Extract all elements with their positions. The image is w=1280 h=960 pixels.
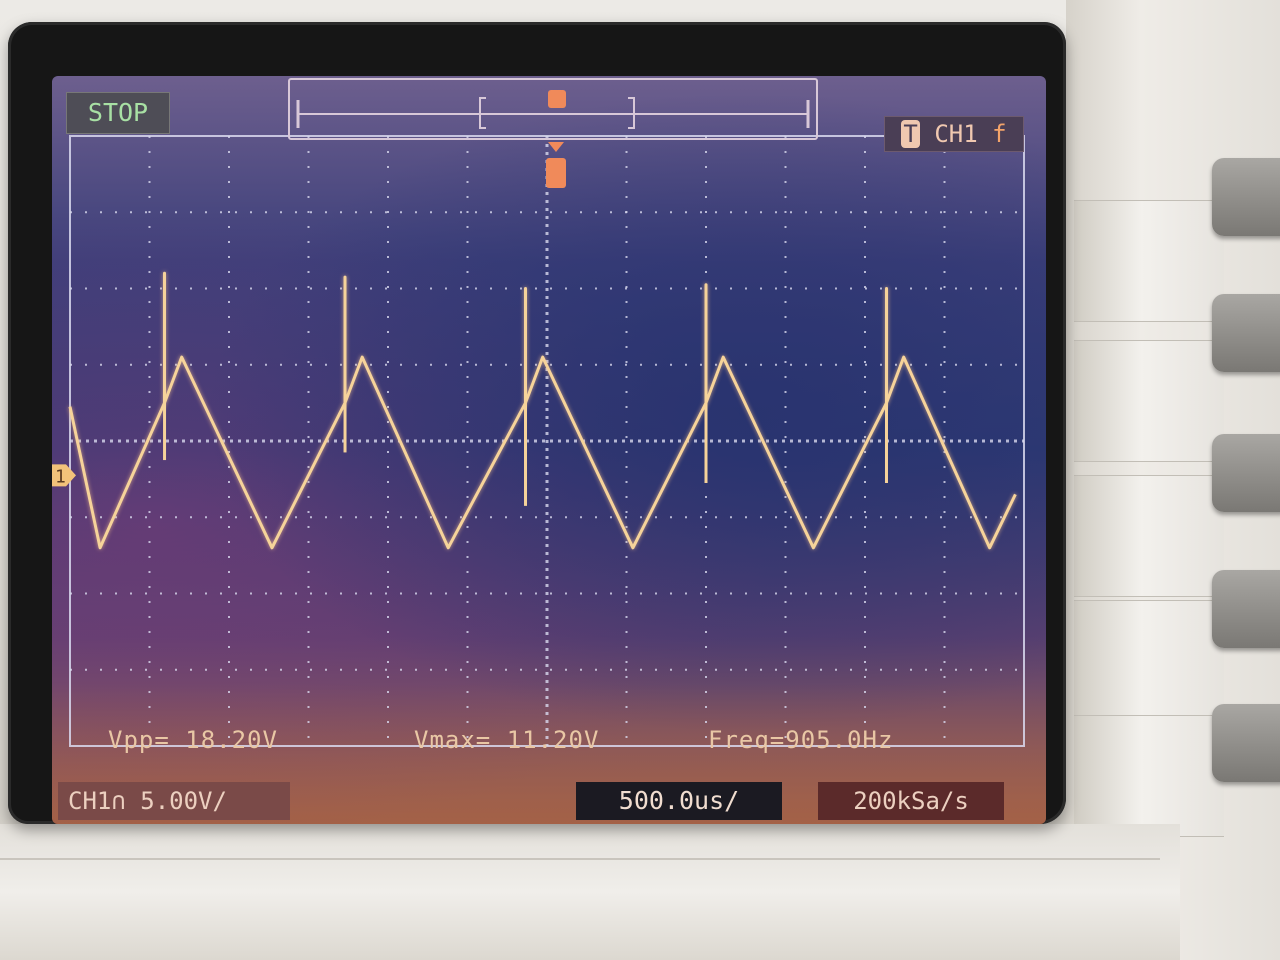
lower-bezel [0, 824, 1180, 960]
ch1-vertical-scale[interactable]: CH1∩ 5.00V/ [58, 782, 290, 820]
vpp-measurement: Vpp= 18.20V [108, 726, 278, 754]
panel-rib [1074, 715, 1224, 837]
menu-button-4[interactable] [1212, 570, 1280, 648]
timebase-setting[interactable]: 500.0us/ [576, 782, 782, 820]
menu-button-1[interactable] [1212, 158, 1280, 236]
channel-1-waveform [68, 271, 1017, 550]
trigger-position-icon [548, 90, 566, 108]
falling-edge-icon: f [992, 120, 1007, 148]
frequency-measurement: Freq=905.0Hz [708, 726, 894, 754]
menu-button-2[interactable] [1212, 294, 1280, 372]
trigger-arrow-icon [548, 142, 564, 152]
run-status-indicator[interactable]: STOP [66, 92, 170, 134]
panel-rib [1074, 475, 1224, 597]
settings-bar: CH1∩ 5.00V/ 500.0us/ 200kSa/s [52, 782, 1046, 824]
panel-rib [1074, 340, 1224, 462]
bezel-ledge [0, 836, 1160, 860]
channel-1-ground-marker [52, 464, 76, 487]
vmax-measurement: Vmax= 11.20V [414, 726, 600, 754]
trigger-icon: T [901, 120, 920, 148]
screen-frame: 1 STOP T CH1 f Vpp= 18.20V Vmax= 11.20V … [8, 22, 1066, 824]
trigger-time-marker-icon [546, 158, 566, 188]
lcd-display: 1 STOP T CH1 f Vpp= 18.20V Vmax= 11.20V … [52, 76, 1046, 824]
sample-rate: 200kSa/s [818, 782, 1004, 820]
trigger-status[interactable]: T CH1 f [884, 116, 1024, 152]
graticule: 1 [52, 90, 1025, 747]
panel-rib [1074, 200, 1224, 322]
trigger-channel: CH1 [934, 120, 978, 148]
menu-button-5[interactable] [1212, 704, 1280, 782]
channel-1-marker-label: 1 [55, 466, 66, 487]
memory-window-brackets [479, 97, 635, 129]
menu-button-3[interactable] [1212, 434, 1280, 512]
panel-rib [1074, 600, 1224, 722]
memory-position-bar [288, 78, 818, 140]
